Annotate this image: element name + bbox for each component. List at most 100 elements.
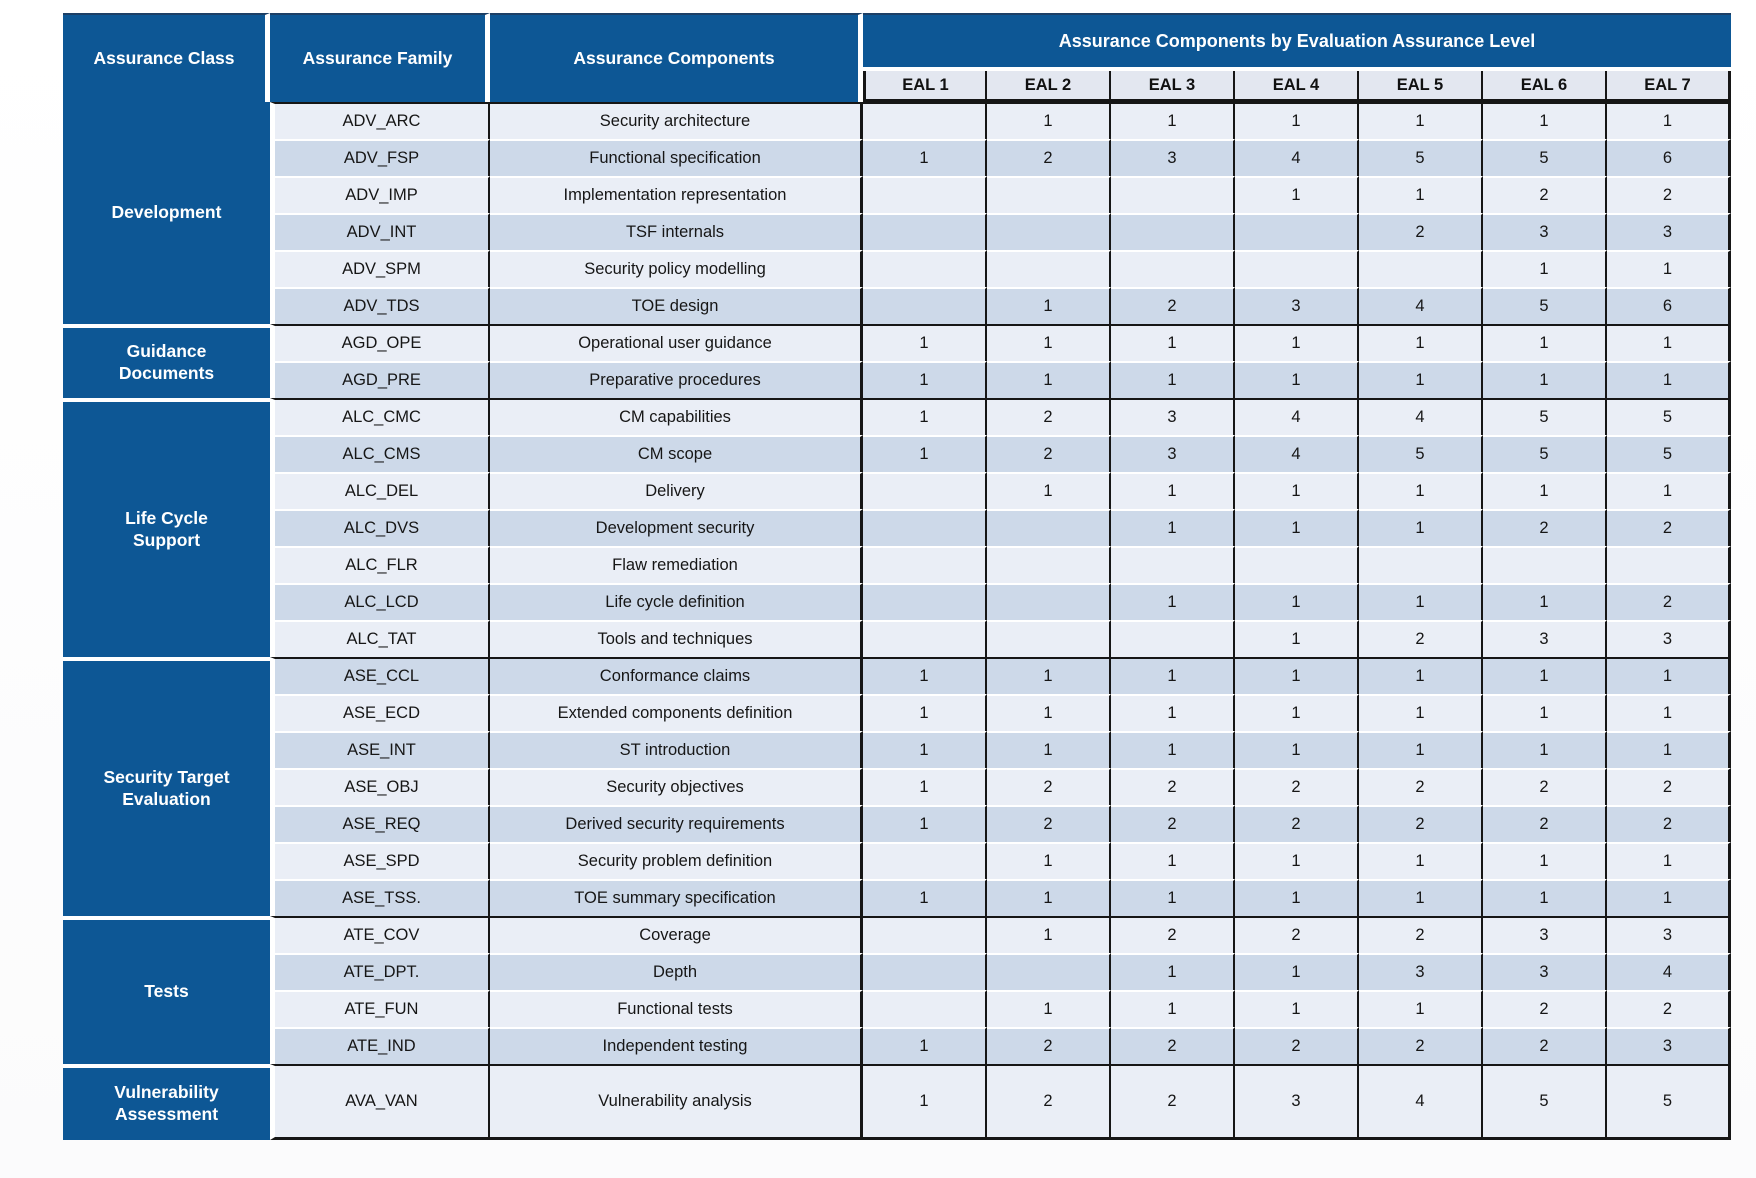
assurance-class-cell: Development [63, 102, 270, 324]
eal-4-value-cell: 1 [1235, 879, 1359, 916]
eal-6-value-cell: 1 [1483, 102, 1607, 139]
eal-6-value-cell: 3 [1483, 213, 1607, 250]
eal-7-value-cell: 2 [1607, 990, 1731, 1027]
eal-2-value-cell: 1 [987, 990, 1111, 1027]
eal-6-value-cell: 5 [1483, 398, 1607, 435]
eal-3-value-cell: 1 [1111, 657, 1235, 694]
eal-1-value-cell: 1 [863, 657, 987, 694]
eal-3-value-cell: 2 [1111, 287, 1235, 324]
eal-7-value-cell: 6 [1607, 287, 1731, 324]
eal-4-value-cell: 2 [1235, 768, 1359, 805]
eal-1-value-cell: 1 [863, 694, 987, 731]
assurance-table: Assurance Class Assurance Family Assurance… [63, 13, 1731, 1140]
eal-6-value-cell: 1 [1483, 324, 1607, 361]
assurance-family-cell: ASE_INT [270, 731, 490, 768]
eal-7-value-cell: 1 [1607, 657, 1731, 694]
assurance-family-cell: ALC_LCD [270, 583, 490, 620]
eal-5-value-cell: 1 [1359, 990, 1483, 1027]
eal-1-value-cell: 1 [863, 1064, 987, 1140]
eal-5-value-cell: 1 [1359, 102, 1483, 139]
eal-4-value-cell: 2 [1235, 916, 1359, 953]
table-row: ALC_FLR Flaw remediation [63, 546, 1731, 583]
assurance-component-cell: Coverage [490, 916, 863, 953]
eal-5-value-cell [1359, 250, 1483, 287]
table-row: ADV_INT TSF internals 2 3 3 [63, 213, 1731, 250]
eal-2-value-cell: 2 [987, 1027, 1111, 1064]
assurance-component-cell: Life cycle definition [490, 583, 863, 620]
eal-7-value-cell: 4 [1607, 953, 1731, 990]
eal-1-value-cell: 1 [863, 139, 987, 176]
eal-5-value-cell: 1 [1359, 583, 1483, 620]
table-row: ATE_FUN Functional tests 1 1 1 1 2 2 [63, 990, 1731, 1027]
assurance-component-cell: TOE summary specification [490, 879, 863, 916]
assurance-component-cell: Development security [490, 509, 863, 546]
eal-5-value-cell: 2 [1359, 805, 1483, 842]
eal-4-value-cell: 1 [1235, 657, 1359, 694]
table-row: ASE_REQ Derived security requirements 1 2 2 2… [63, 805, 1731, 842]
eal-1-value-cell: 1 [863, 731, 987, 768]
eal-3-value-cell [1111, 176, 1235, 213]
eal-2-value-cell: 1 [987, 287, 1111, 324]
eal-6-value-cell: 5 [1483, 435, 1607, 472]
eal-7-value-cell: 3 [1607, 916, 1731, 953]
eal-2-value-cell [987, 176, 1111, 213]
eal-5-value-cell: 2 [1359, 916, 1483, 953]
eal-2-value-cell: 1 [987, 657, 1111, 694]
eal-1-value-cell [863, 990, 987, 1027]
eal-2-value-cell [987, 509, 1111, 546]
header-eal-5: EAL 5 [1359, 71, 1483, 102]
table-row: ADV_SPM Security policy modelling 1 1 [63, 250, 1731, 287]
table-body: Development ADV_ARC Security architecture 1… [63, 102, 1731, 1140]
eal-4-value-cell: 1 [1235, 990, 1359, 1027]
eal-4-value-cell: 4 [1235, 398, 1359, 435]
eal-3-value-cell: 2 [1111, 768, 1235, 805]
eal-3-value-cell: 1 [1111, 879, 1235, 916]
eal-3-value-cell [1111, 620, 1235, 657]
eal-1-value-cell [863, 620, 987, 657]
assurance-family-cell: ATE_COV [270, 916, 490, 953]
eal-5-value-cell: 1 [1359, 694, 1483, 731]
eal-5-value-cell: 1 [1359, 361, 1483, 398]
assurance-component-cell: CM capabilities [490, 398, 863, 435]
header-eal-2: EAL 2 [987, 71, 1111, 102]
eal-4-value-cell: 1 [1235, 731, 1359, 768]
eal-7-value-cell: 6 [1607, 139, 1731, 176]
eal-2-value-cell: 1 [987, 842, 1111, 879]
assurance-component-cell: Flaw remediation [490, 546, 863, 583]
eal-3-value-cell: 1 [1111, 990, 1235, 1027]
eal-4-value-cell: 2 [1235, 1027, 1359, 1064]
assurance-family-cell: AGD_OPE [270, 324, 490, 361]
eal-2-value-cell: 2 [987, 1064, 1111, 1140]
eal-4-value-cell: 3 [1235, 287, 1359, 324]
eal-7-value-cell: 1 [1607, 842, 1731, 879]
eal-6-value-cell: 2 [1483, 176, 1607, 213]
eal-2-value-cell [987, 546, 1111, 583]
eal-7-value-cell: 5 [1607, 435, 1731, 472]
table-row: ALC_DEL Delivery 1 1 1 1 1 1 [63, 472, 1731, 509]
assurance-class-cell: Life Cycle Support [63, 398, 270, 657]
eal-1-value-cell [863, 953, 987, 990]
eal-1-value-cell [863, 583, 987, 620]
eal-1-value-cell: 1 [863, 361, 987, 398]
eal-3-value-cell: 2 [1111, 1064, 1235, 1140]
eal-4-value-cell: 1 [1235, 102, 1359, 139]
eal-5-value-cell: 1 [1359, 509, 1483, 546]
eal-5-value-cell: 1 [1359, 731, 1483, 768]
eal-3-value-cell: 1 [1111, 324, 1235, 361]
header-eal-banner: Assurance Components by Evaluation Assur… [863, 13, 1731, 71]
assurance-family-cell: ASE_OBJ [270, 768, 490, 805]
table-row: ADV_IMP Implementation representation 1 1 2 2 [63, 176, 1731, 213]
eal-5-value-cell: 2 [1359, 1027, 1483, 1064]
eal-4-value-cell: 1 [1235, 361, 1359, 398]
table-row: ALC_LCD Life cycle definition 1 1 1 1 2 [63, 583, 1731, 620]
eal-6-value-cell: 5 [1483, 287, 1607, 324]
table-row: ATE_DPT. Depth 1 1 3 3 4 [63, 953, 1731, 990]
assurance-family-cell: ASE_SPD [270, 842, 490, 879]
assurance-component-cell: Derived security requirements [490, 805, 863, 842]
eal-5-value-cell: 5 [1359, 139, 1483, 176]
eal-7-value-cell: 1 [1607, 472, 1731, 509]
assurance-family-cell: AVA_VAN [270, 1064, 490, 1140]
eal-5-value-cell: 1 [1359, 842, 1483, 879]
eal-3-value-cell [1111, 546, 1235, 583]
eal-1-value-cell [863, 176, 987, 213]
